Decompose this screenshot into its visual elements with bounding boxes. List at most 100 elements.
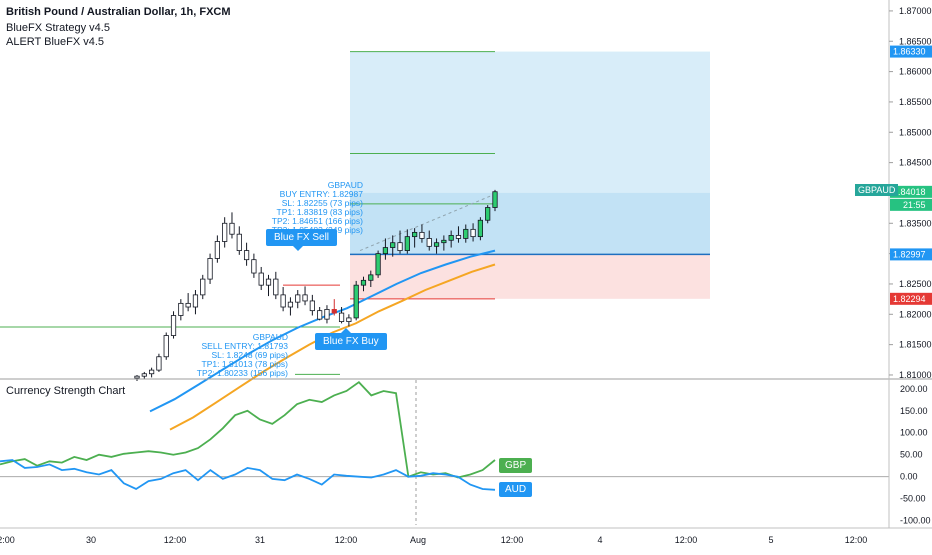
price-tick-label: 1.83500 <box>899 218 932 228</box>
candle-body <box>317 310 323 320</box>
sell-tp1: TP1: 1.81013 (78 pips) <box>201 359 288 369</box>
candle-body <box>397 242 403 251</box>
sell-annotation: GBPAUD SELL ENTRY: 1.81793 SL: 1.8248 (6… <box>168 333 288 378</box>
time-tick-label: 31 <box>255 535 265 545</box>
candle-body <box>273 278 279 296</box>
candle-body <box>477 219 483 238</box>
price-tick-label: 1.86500 <box>899 36 932 46</box>
time-tick-label: 5 <box>768 535 773 545</box>
candle-body <box>156 356 162 371</box>
strength-tick-label: -50.00 <box>900 494 926 504</box>
time-tick-label: 12:00 <box>845 535 868 545</box>
buy-annotation: GBPAUD BUY ENTRY: 1.82987 SL: 1.82255 (7… <box>218 181 363 235</box>
indicator-strategy[interactable]: BlueFX Strategy v4.5 <box>6 22 110 34</box>
candle-body <box>251 259 257 274</box>
candle-body <box>441 239 447 244</box>
candle-body <box>302 294 308 302</box>
buy-pair: GBPAUD <box>327 180 363 190</box>
candle-body <box>324 309 330 320</box>
candle-body <box>375 253 381 276</box>
candle-body <box>426 238 432 247</box>
candle-body <box>368 274 374 281</box>
buy-entry: BUY ENTRY: 1.82987 <box>279 189 363 199</box>
candle-body <box>280 294 286 308</box>
candle-body <box>214 241 220 259</box>
strength-tick-label: -100.00 <box>900 516 931 526</box>
buy-sl: SL: 1.82255 (73 pips) <box>281 198 363 208</box>
sl-price-tag: 1.82294 <box>893 294 926 304</box>
buy-tp2: TP2: 1.84651 (166 pips) <box>271 216 363 226</box>
last-price-tag-bg <box>890 185 932 198</box>
gbp-strength-line <box>0 381 496 479</box>
buy-signal-pointer <box>341 328 351 333</box>
buy-signal-label[interactable]: Blue FX Buy <box>315 328 387 350</box>
candle-body <box>243 250 250 261</box>
candle-body <box>346 317 352 322</box>
stop-loss-zone <box>350 254 710 299</box>
sell-signal-text: Blue FX Sell <box>274 232 330 243</box>
candle-body <box>463 228 469 239</box>
strength-tick-label: 200.00 <box>900 384 928 394</box>
sl-price-tag-bg <box>890 292 932 305</box>
symbol-title: British Pound / Australian Dollar, 1h, F… <box>6 6 231 18</box>
sell-sl: SL: 1.8248 (69 pips) <box>211 350 288 360</box>
candle-body <box>390 242 396 248</box>
price-tick-label: 1.85000 <box>899 127 932 137</box>
price-tick-label: 1.84500 <box>899 158 932 168</box>
indicator-alert[interactable]: ALERT BlueFX v4.5 <box>6 36 105 48</box>
buy-signal-text: Blue FX Buy <box>323 336 379 347</box>
price-tick-label: 1.87000 <box>899 6 932 16</box>
entry-price-tag-bg <box>890 248 932 261</box>
entry-price-tag: 1.82997 <box>893 249 926 259</box>
candle-body <box>149 369 155 375</box>
candle-body <box>134 375 140 379</box>
time-tick-label: 30 <box>86 535 96 545</box>
candles <box>134 189 498 382</box>
candle-body <box>207 258 213 280</box>
time-tick-label: 2:00 <box>0 535 15 545</box>
candle-body <box>258 272 264 286</box>
price-tick-label: 1.86000 <box>899 67 932 77</box>
countdown-label: 21:55 <box>903 200 926 210</box>
candle-body <box>433 242 440 247</box>
slow-ma-line <box>169 263 496 431</box>
candle-body <box>287 301 294 308</box>
time-tick-label: 4 <box>597 535 602 545</box>
time-tick-label: 12:00 <box>675 535 698 545</box>
candle-body <box>470 228 476 238</box>
candle-body <box>141 373 147 377</box>
price-tick-label: 1.81000 <box>899 370 932 380</box>
candle-body <box>382 247 389 255</box>
filled-profit-zone <box>350 192 710 255</box>
price-tick-label: 1.85500 <box>899 97 932 107</box>
candle-body <box>360 279 367 286</box>
candle-body <box>309 300 315 312</box>
candle-body <box>448 235 454 241</box>
strength-panel-title[interactable]: Currency Strength Chart <box>6 385 126 397</box>
tp-price-tag: 1.86330 <box>893 47 926 57</box>
candle-body <box>485 207 491 221</box>
candle-body <box>163 335 169 358</box>
candle-body <box>192 294 199 308</box>
time-tick-label: Aug <box>410 535 426 545</box>
strength-tick-label: 100.00 <box>900 428 928 438</box>
candle-body <box>455 235 462 239</box>
time-tick-label: 12:00 <box>335 535 358 545</box>
candle-body <box>492 191 498 208</box>
candle-body <box>229 222 235 235</box>
strength-tick-label: 50.00 <box>900 450 923 460</box>
strength-tick-label: 150.00 <box>900 406 928 416</box>
candle-body <box>338 312 345 322</box>
sell-signal-label[interactable]: Blue FX Sell <box>266 229 338 251</box>
aud-strength-tag: AUD <box>499 482 533 497</box>
price-tick-label: 1.82500 <box>899 279 932 289</box>
candle-body <box>331 309 337 314</box>
candle-body <box>170 315 177 336</box>
candle-body <box>265 278 272 286</box>
sell-signal-pointer <box>293 246 303 251</box>
price-tick-label: 1.82000 <box>899 309 932 319</box>
tp-price-tag-bg <box>890 45 932 58</box>
time-tick-label: 12:00 <box>501 535 524 545</box>
